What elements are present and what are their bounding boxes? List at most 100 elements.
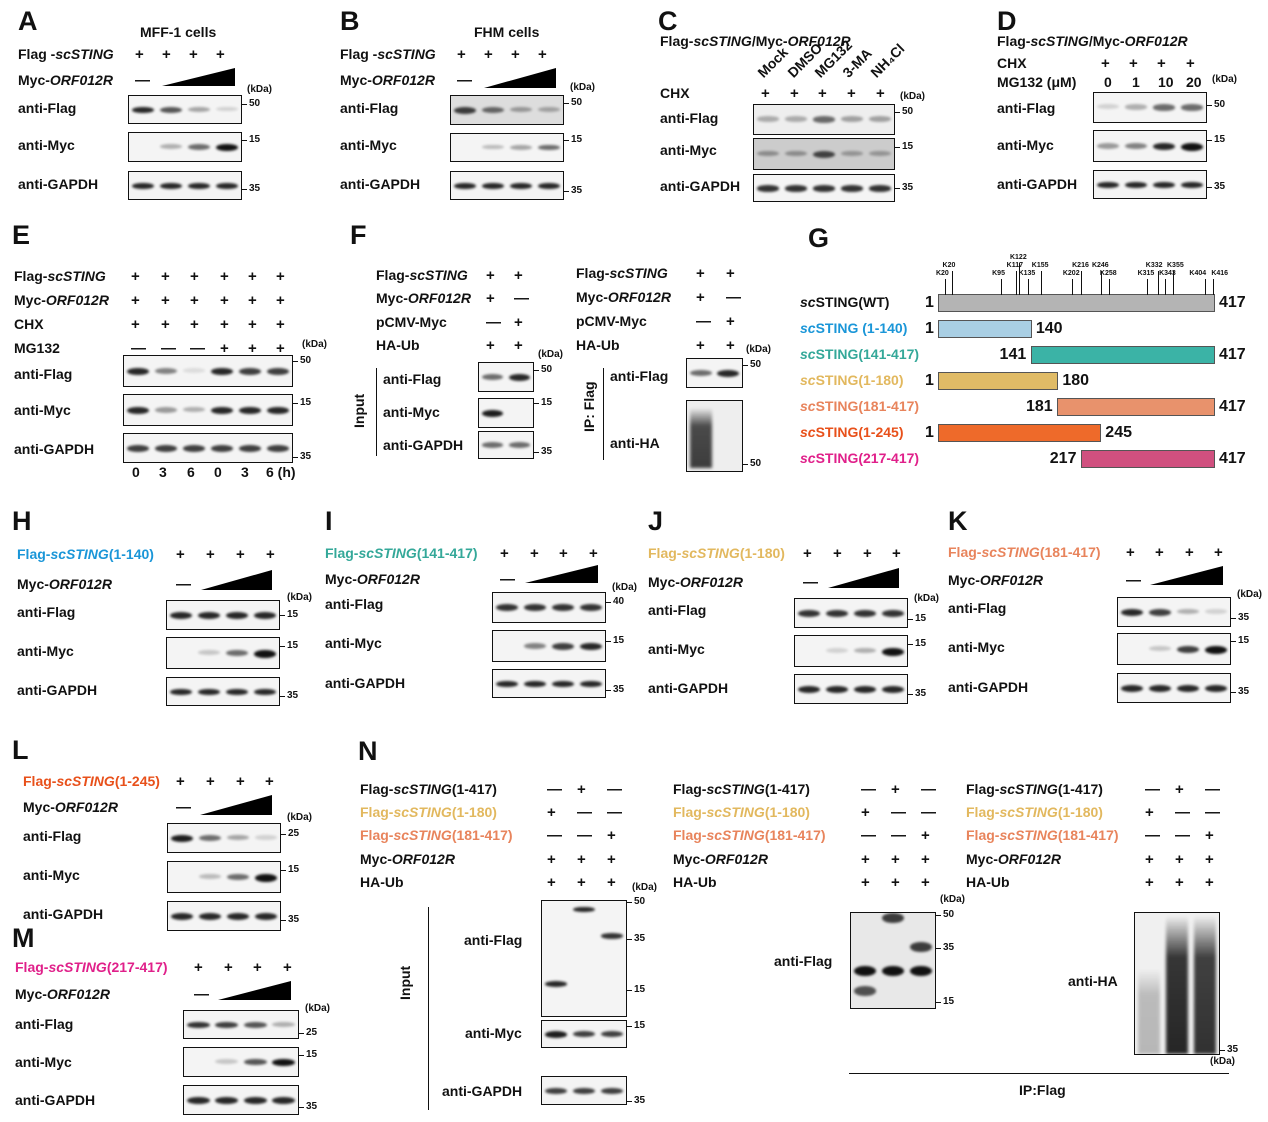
band <box>266 367 290 375</box>
marker-label: 50 <box>300 355 312 366</box>
marker-label: 35 <box>915 688 927 699</box>
label-segment: scSTING <box>706 804 765 820</box>
construct-label: Flag-scSTING <box>576 266 668 280</box>
lysine-tick <box>1108 279 1110 295</box>
band <box>909 941 933 952</box>
blot-flag <box>1117 597 1231 627</box>
plus-sign: + <box>818 85 827 102</box>
blot-ip-flag <box>850 912 936 1009</box>
label-segment: sc <box>800 450 816 466</box>
construct-label: Flag-scSTING(181-417) <box>360 828 513 842</box>
plus-sign: + <box>547 804 556 821</box>
band <box>551 680 575 688</box>
panel-title: Flag-scSTING/Myc-ORF012R <box>660 34 851 48</box>
band <box>481 144 505 150</box>
plus-sign: + <box>224 959 233 976</box>
marker-label: 35 <box>300 451 312 462</box>
plus-sign: + <box>861 804 870 821</box>
band <box>197 649 221 655</box>
band <box>1204 645 1228 654</box>
antibody-label: anti-Flag <box>648 602 707 618</box>
band <box>551 604 575 612</box>
antibody-label: anti-Flag <box>15 1016 74 1032</box>
band <box>544 981 568 988</box>
band <box>1120 608 1144 616</box>
band <box>1120 684 1144 692</box>
marker-tick <box>534 403 539 404</box>
blot-flag <box>794 598 908 628</box>
time-point: 3 <box>159 464 167 480</box>
plus-sign: + <box>248 340 257 357</box>
kda-label: (kDa) <box>940 894 966 905</box>
marker-label: 50 <box>634 896 646 907</box>
start-residue: 1 <box>925 424 934 441</box>
plus-sign: + <box>1129 55 1138 72</box>
plus-sign: + <box>1126 544 1135 561</box>
band <box>523 680 547 688</box>
band <box>689 369 712 377</box>
plus-sign: + <box>276 292 285 309</box>
marker-label: 50 <box>1214 99 1226 110</box>
plus-sign: + <box>847 85 856 102</box>
plus-sign: + <box>577 781 586 798</box>
plus-sign: + <box>1205 851 1214 868</box>
label-segment: scSTING <box>999 804 1058 820</box>
label-segment: ORF012R <box>46 986 110 1002</box>
construct-label: scSTING(181-417) <box>800 399 919 413</box>
antibody-label: anti-Flag <box>464 932 523 948</box>
label-segment: scSTING <box>55 46 114 62</box>
marker-tick <box>627 1026 632 1027</box>
minus-sign: — <box>500 571 515 588</box>
band <box>215 1021 239 1029</box>
plus-sign: + <box>1145 874 1154 891</box>
band <box>812 185 836 192</box>
marker-tick <box>242 189 247 190</box>
lysine-label: K315 <box>1137 270 1155 277</box>
antibody-label: anti-Flag <box>997 100 1056 116</box>
lysine-label: K117 <box>1006 262 1024 269</box>
label-segment: (1-180) <box>451 804 497 820</box>
marker-label: 35 <box>1214 181 1226 192</box>
plus-sign: + <box>696 289 705 306</box>
kda-label: (kDa) <box>900 91 926 102</box>
plus-sign: + <box>486 267 495 284</box>
plus-sign: + <box>236 546 245 563</box>
band <box>579 680 603 688</box>
minus-sign: — <box>1126 572 1141 589</box>
plus-sign: + <box>891 851 900 868</box>
band <box>243 1096 267 1104</box>
band <box>170 912 194 920</box>
lysine-label: K155 <box>1031 262 1049 269</box>
plus-sign: + <box>276 340 285 357</box>
label-segment: ORF012R <box>54 799 118 815</box>
plus-sign: + <box>220 316 229 333</box>
antibody-label: anti-Flag <box>18 100 77 116</box>
plus-sign: + <box>514 314 523 331</box>
plus-sign: + <box>220 292 229 309</box>
label-segment: ORF012R <box>607 289 671 305</box>
label-segment: Flag- <box>325 545 359 561</box>
band <box>600 1087 624 1095</box>
lysine-label: K258 <box>1099 270 1117 277</box>
construct-label: Flag-scSTING(181-417) <box>673 828 826 842</box>
antibody-label: anti-GAPDH <box>14 441 95 457</box>
marker-tick <box>280 615 285 616</box>
kda-label: (kDa) <box>287 812 313 823</box>
dose-gradient-triangle <box>201 570 272 590</box>
label-segment: scSTING <box>1030 33 1089 49</box>
label-segment: sc <box>800 320 816 336</box>
antibody-label: anti-Myc <box>18 137 75 153</box>
domain-bar <box>1056 398 1215 416</box>
plus-sign: + <box>559 545 568 562</box>
band <box>537 182 561 190</box>
band <box>1096 142 1120 149</box>
construct-label: pCMV-Myc <box>576 313 647 329</box>
plus-sign: + <box>1155 544 1164 561</box>
band <box>131 182 155 190</box>
marker-label: 35 <box>287 690 299 701</box>
band <box>182 444 206 452</box>
marker-tick <box>1231 641 1236 642</box>
plus-sign: + <box>131 268 140 285</box>
band <box>198 834 222 842</box>
marker-label: 35 <box>288 914 300 925</box>
